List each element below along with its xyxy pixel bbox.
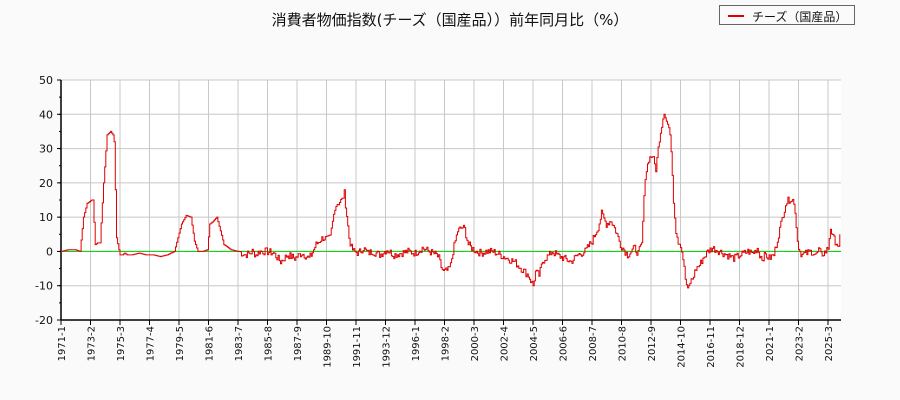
y-tick-label: 0 [46,245,53,258]
x-tick-label: 2008-7 [588,326,599,361]
x-tick-label: 2012-9 [647,326,658,361]
legend-label: チーズ（国産品） [752,10,848,24]
x-tick-label: 1998-2 [441,326,452,361]
y-tick-label: 30 [39,143,53,156]
y-axis: 50 40 30 20 10 0 -10 -20 [35,74,62,327]
y-tick-label: -10 [35,280,53,293]
x-tick-label: 2014-10 [677,326,688,368]
y-tick-label: -20 [35,314,53,327]
x-tick-label: 2004-5 [529,326,540,361]
legend-swatch-red-line [728,15,744,17]
x-tick-label: 1977-4 [146,326,157,361]
x-tick-label: 2025-3 [824,326,835,361]
x-tick-label: 1985-8 [264,326,275,361]
x-axis: 1971-1 1973-2 1975-3 1977-4 1979-5 1981-6 1983… [57,319,841,368]
x-tick-label: 1989-10 [323,326,334,368]
chart-title: 消費者物価指数(チーズ（国産品））前年同月比（%） [271,11,629,29]
x-tick-label: 1991-11 [352,326,363,368]
x-tick-label: 2000-3 [470,326,481,361]
x-tick-label: 1987-9 [293,326,304,361]
x-tick-label: 1979-5 [175,326,186,361]
plot-area [61,80,841,320]
x-tick-label: 2002-4 [500,326,511,361]
y-tick-label: 20 [39,177,53,190]
x-tick-label: 1973-2 [87,326,98,361]
x-tick-label: 1971-1 [57,326,68,361]
x-tick-label: 2016-11 [706,326,717,368]
x-tick-label: 2023-2 [795,326,806,361]
x-tick-label: 2006-6 [559,326,570,361]
x-tick-label: 2018-12 [736,326,747,368]
y-tick-label: 40 [39,108,53,121]
x-tick-label: 2021-1 [765,326,776,361]
x-tick-label: 1983-7 [234,326,245,361]
series-line-cheese [61,113,841,289]
x-tick-label: 1996-1 [411,326,422,361]
x-tick-label: 1975-3 [116,326,127,361]
y-tick-label: 10 [39,211,53,224]
x-tick-label: 2010-8 [618,326,629,361]
y-tick-label: 50 [39,74,53,87]
legend: チーズ（国産品） [719,5,855,25]
x-tick-label: 1981-6 [205,326,216,361]
x-tick-label: 1993-12 [382,326,393,368]
